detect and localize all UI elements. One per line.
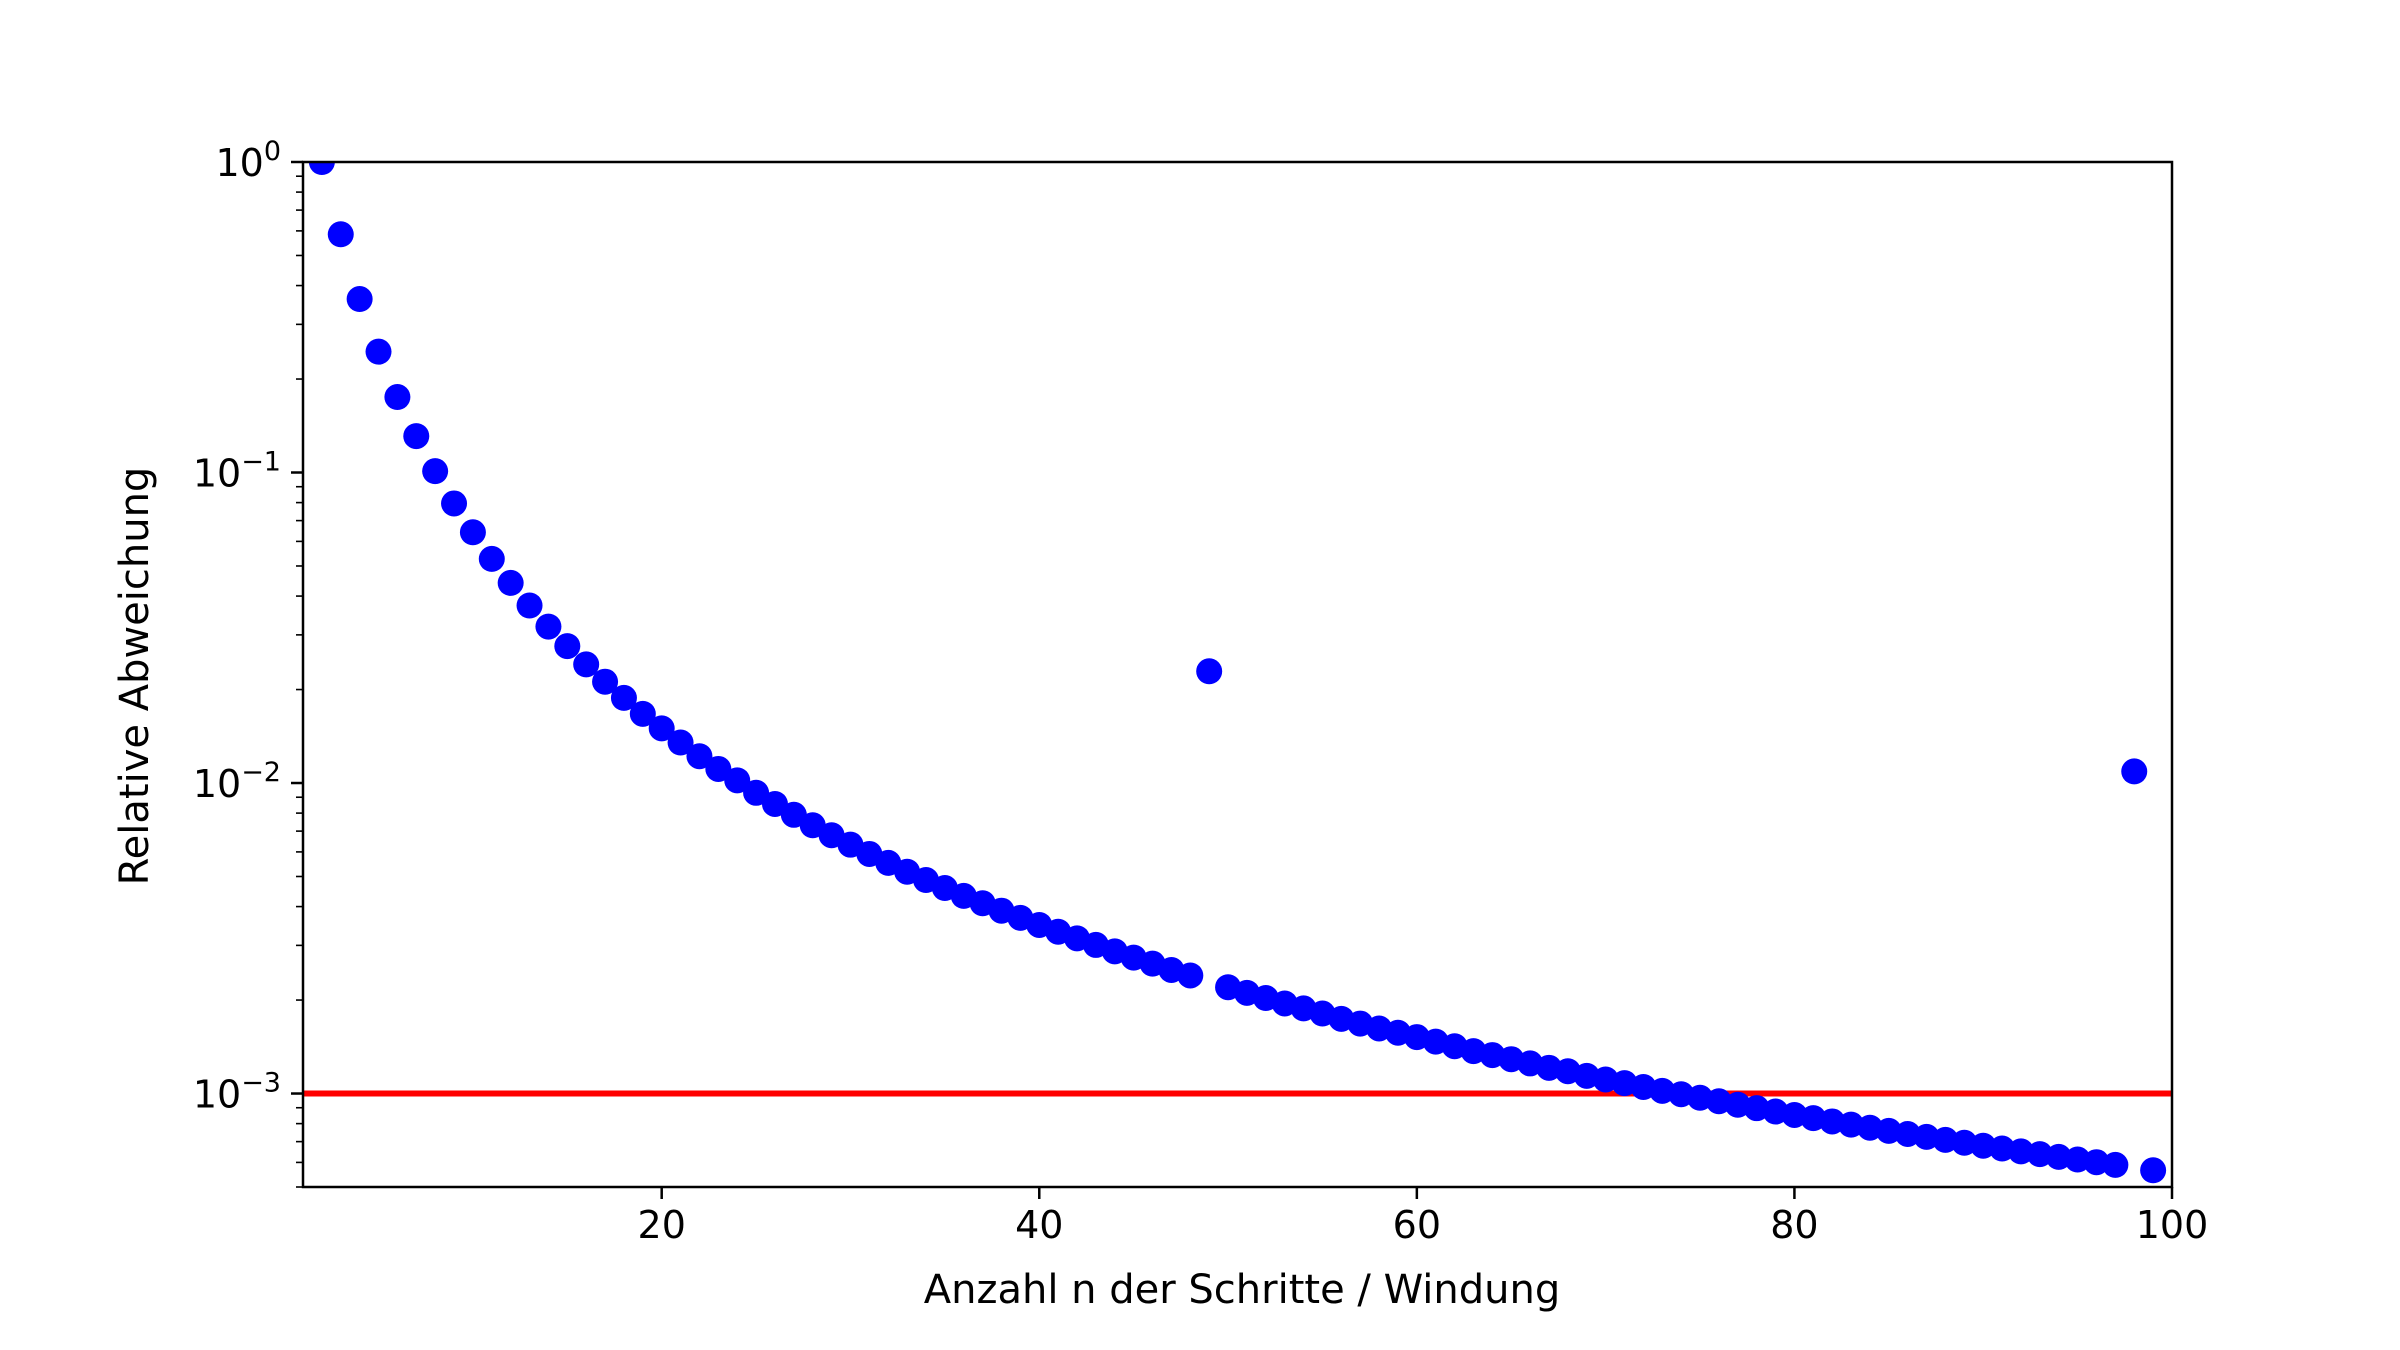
- data-point: [365, 338, 392, 365]
- data-point: [403, 423, 430, 450]
- data-point: [497, 569, 524, 596]
- data-point: [761, 790, 788, 817]
- data-point: [629, 700, 656, 727]
- data-point: [327, 221, 354, 248]
- data-point: [743, 779, 770, 806]
- data-point: [516, 592, 543, 619]
- data-point: [2102, 1151, 2129, 1178]
- data-point: [1177, 962, 1204, 989]
- x-tick-label: 20: [638, 1203, 686, 1247]
- data-point: [554, 633, 581, 660]
- x-tick-label: 40: [1015, 1203, 1063, 1247]
- data-point: [648, 715, 675, 742]
- y-tick-label: 10−2: [193, 757, 281, 806]
- data-point: [610, 684, 637, 711]
- x-tick-label: 60: [1393, 1203, 1441, 1247]
- data-point: [2121, 758, 2148, 785]
- plot-frame: [301, 160, 2174, 1189]
- data-point: [384, 384, 411, 411]
- data-point: [441, 490, 468, 517]
- data-point: [667, 729, 694, 756]
- y-tick-label: 10−3: [193, 1068, 281, 1117]
- axes: 20 40 60 80 100 100 10−1 10−2 10−3: [193, 136, 2208, 1247]
- y-tick-label: 100: [215, 136, 281, 185]
- data-point: [308, 162, 335, 175]
- data-point: [724, 767, 751, 794]
- x-tick-label: 100: [2136, 1203, 2209, 1247]
- data-point: [705, 755, 732, 782]
- x-tick-label: 80: [1770, 1203, 1818, 1247]
- data-point: [422, 458, 449, 485]
- data-point: [1196, 658, 1223, 685]
- data-point: [478, 545, 505, 572]
- data-point: [2140, 1157, 2167, 1184]
- data-point: [573, 651, 600, 678]
- data-point: [592, 668, 619, 695]
- data-point: [686, 743, 713, 770]
- y-axis-label: Relative Abweichung: [112, 467, 158, 886]
- data-points: [308, 162, 2167, 1184]
- data-point: [535, 613, 562, 640]
- data-point: [346, 286, 373, 313]
- data-point: [459, 519, 486, 546]
- x-axis-label: Anzahl n der Schritte / Windung: [924, 1267, 1560, 1313]
- y-tick-label: 10−1: [193, 447, 281, 496]
